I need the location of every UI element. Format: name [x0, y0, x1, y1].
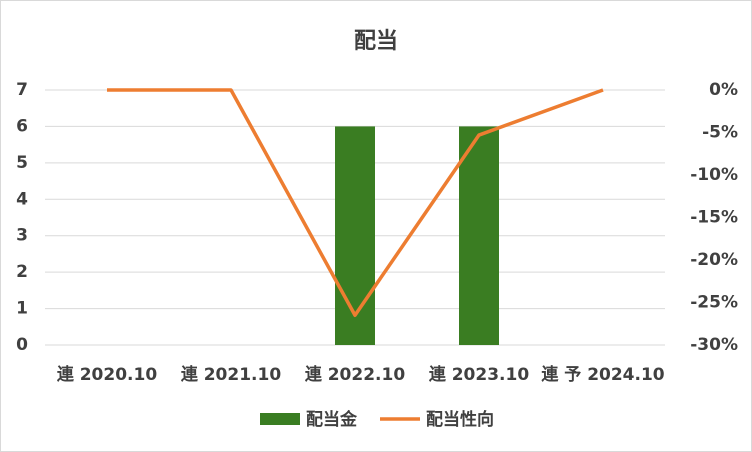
x-tick-label: 連 2021.10 — [181, 364, 282, 385]
x-tick-label: 連 2023.10 — [429, 364, 530, 385]
y-tick-label: 2 — [16, 262, 28, 282]
y2-tick-label: -10% — [690, 165, 738, 185]
y-tick-label: 5 — [16, 153, 28, 173]
y2-tick-label: -30% — [690, 335, 738, 355]
x-tick-label: 連 2022.10 — [305, 364, 406, 385]
y-tick-label: 6 — [16, 116, 28, 136]
y2-tick-label: 0% — [709, 80, 738, 100]
y-tick-label: 7 — [16, 80, 28, 100]
x-tick-label: 連 予 2024.10 — [541, 364, 664, 385]
line — [107, 88, 604, 317]
y2-tick-label: -20% — [690, 250, 738, 270]
y2-tick-label: -15% — [690, 208, 738, 228]
legend-label: 配当金 — [306, 409, 358, 430]
y-tick-label: 3 — [16, 226, 28, 246]
legend-swatch — [260, 413, 300, 425]
y-tick-label: 0 — [16, 335, 28, 355]
y-tick-label: 4 — [16, 189, 28, 209]
bar — [459, 126, 499, 345]
bar — [335, 126, 375, 345]
x-tick-label: 連 2020.10 — [57, 364, 158, 385]
y-tick-label: 1 — [16, 299, 28, 319]
y2-tick-label: -5% — [702, 123, 738, 143]
y2-tick-label: -25% — [690, 293, 738, 313]
chart-title: 配当 — [354, 29, 398, 54]
legend-label: 配当性向 — [426, 409, 494, 430]
